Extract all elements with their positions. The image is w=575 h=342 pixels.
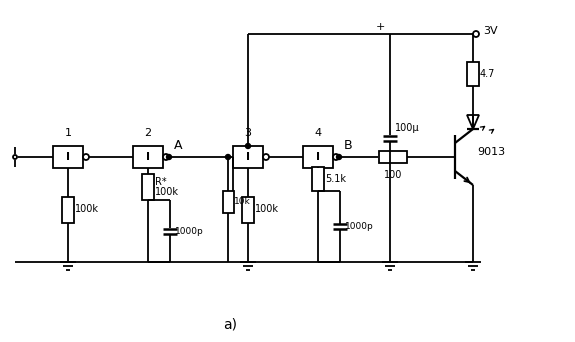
Circle shape: [473, 31, 479, 37]
Bar: [223, 191, 233, 213]
Text: I: I: [246, 152, 250, 162]
Text: 4.7: 4.7: [480, 69, 496, 79]
Text: 3V: 3V: [483, 26, 497, 36]
Text: I: I: [316, 152, 320, 162]
Text: 100μ: 100μ: [395, 123, 420, 133]
Bar: [242, 197, 254, 223]
Circle shape: [336, 155, 342, 159]
Text: 100k: 100k: [155, 187, 179, 197]
Bar: [53, 146, 83, 168]
Text: 3: 3: [244, 128, 251, 138]
Text: I: I: [66, 152, 70, 162]
Bar: [233, 146, 263, 168]
Text: 5.1k: 5.1k: [325, 174, 346, 184]
Bar: [379, 151, 407, 163]
Circle shape: [13, 155, 17, 159]
Text: a): a): [223, 317, 237, 331]
Circle shape: [333, 154, 339, 160]
Circle shape: [167, 155, 171, 159]
Bar: [133, 146, 163, 168]
Text: A: A: [174, 139, 182, 152]
Text: 2: 2: [144, 128, 152, 138]
Bar: [142, 174, 154, 200]
Bar: [303, 146, 333, 168]
Bar: [62, 197, 74, 223]
Bar: [467, 62, 479, 86]
Text: 100k: 100k: [255, 205, 279, 214]
Text: B: B: [344, 139, 352, 152]
Circle shape: [246, 144, 251, 148]
Text: 1: 1: [64, 128, 71, 138]
Circle shape: [83, 154, 89, 160]
Text: 1000p: 1000p: [345, 222, 374, 231]
Text: R*: R*: [155, 177, 167, 187]
Circle shape: [163, 154, 169, 160]
Text: +: +: [375, 22, 385, 32]
Polygon shape: [467, 115, 479, 129]
Text: I: I: [146, 152, 150, 162]
Text: 10k: 10k: [234, 197, 251, 207]
Text: 100k: 100k: [75, 205, 99, 214]
Circle shape: [263, 154, 269, 160]
Text: 4: 4: [315, 128, 321, 138]
Text: 1000p: 1000p: [175, 226, 204, 236]
Circle shape: [225, 155, 231, 159]
Text: 100: 100: [384, 170, 402, 180]
Bar: [312, 167, 324, 191]
Text: 9013: 9013: [477, 147, 505, 157]
